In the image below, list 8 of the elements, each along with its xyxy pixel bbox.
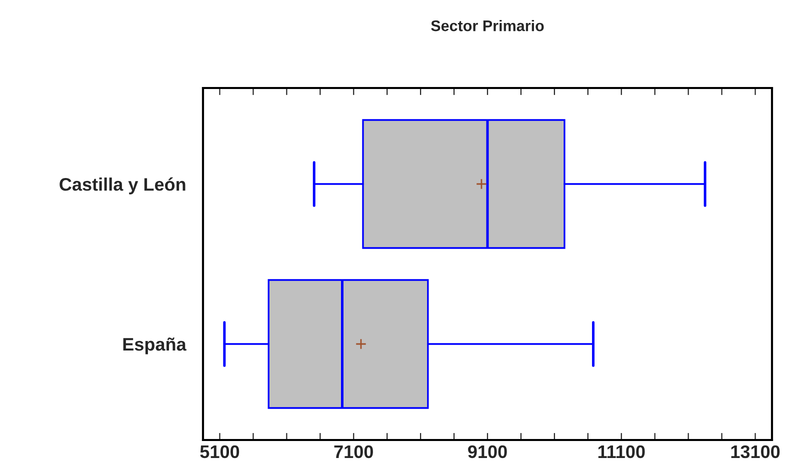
y-tick-label: Castilla y León — [60, 177, 186, 194]
y-tick-label: España — [123, 338, 186, 354]
x-tick-label: 5100 — [200, 445, 240, 458]
x-tick-label: 9100 — [468, 445, 507, 458]
x-tick-label: 13100 — [731, 445, 780, 458]
chart-title: Sector Primario — [431, 20, 544, 32]
x-tick-label: 7100 — [334, 445, 373, 458]
x-tick-label: 11100 — [598, 445, 645, 458]
